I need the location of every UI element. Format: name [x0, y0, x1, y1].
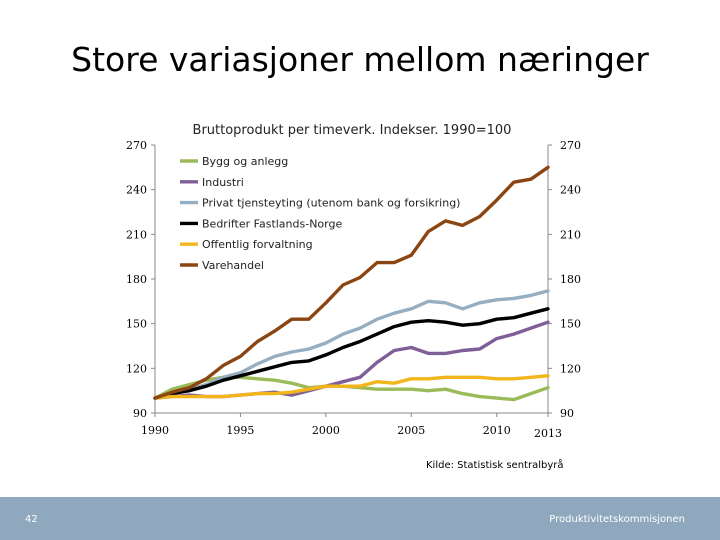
footer-bar: 42 Produktivitetskommisjonen	[0, 497, 720, 540]
axes: 90 90 120 120 150 150 180 180 210 210 240 240 270 270…	[126, 139, 581, 440]
legend-label: Offentlig forvaltning	[202, 238, 313, 251]
series-line-bedrifter-fastlands-norge	[153, 307, 550, 400]
series-layer	[153, 165, 550, 402]
legend-label: Privat tjensteyting (utenom bank og fors…	[202, 197, 460, 210]
x-tick-label: 1995	[226, 424, 254, 437]
line-chart: Bruttoprodukt per timeverk. Indekser. 19…	[126, 123, 581, 440]
legend-label: Industri	[202, 176, 244, 189]
source-note: Kilde: Statistisk sentralbyrå	[426, 460, 564, 471]
slide-title: Store variasjoner mellom næringer	[71, 40, 649, 79]
series-line-offentlig-forvaltning	[153, 374, 550, 400]
x-tick-label: 2013	[534, 427, 562, 440]
page-number: 42	[25, 514, 38, 525]
x-tick-label: 2005	[397, 424, 425, 437]
y-tick-label-right: 120	[560, 362, 581, 375]
y-tick-label-left: 90	[133, 407, 147, 420]
y-tick-label-right: 240	[560, 184, 581, 197]
legend-label: Bygg og anlegg	[202, 155, 288, 168]
y-tick-label-left: 240	[126, 184, 147, 197]
chart-title: Bruttoprodukt per timeverk. Indekser. 19…	[193, 123, 512, 138]
y-tick-label-right: 90	[560, 407, 574, 420]
x-tick-label: 2010	[483, 424, 511, 437]
y-tick-label-left: 270	[126, 139, 147, 152]
footer-brand: Produktivitetskommisjonen	[549, 514, 685, 525]
y-tick-label-right: 180	[560, 273, 581, 286]
x-tick-label: 2000	[312, 424, 340, 437]
y-tick-label-left: 120	[126, 362, 147, 375]
legend-label: Bedrifter Fastlands-Norge	[202, 217, 342, 230]
legend-label: Varehandel	[202, 259, 264, 272]
y-tick-label-left: 210	[126, 228, 147, 241]
x-tick-label: 1990	[141, 424, 169, 437]
y-tick-label-right: 150	[560, 318, 581, 331]
series-line-privat-tjensteyting-utenom-bank-og-forsikring	[153, 289, 550, 400]
y-tick-label-left: 180	[126, 273, 147, 286]
y-tick-label-right: 270	[560, 139, 581, 152]
y-tick-label-right: 210	[560, 228, 581, 241]
series-line-varehandel	[153, 165, 550, 400]
legend: Bygg og anlegg Industri Privat tjensteytin…	[180, 155, 460, 272]
y-tick-label-left: 150	[126, 318, 147, 331]
